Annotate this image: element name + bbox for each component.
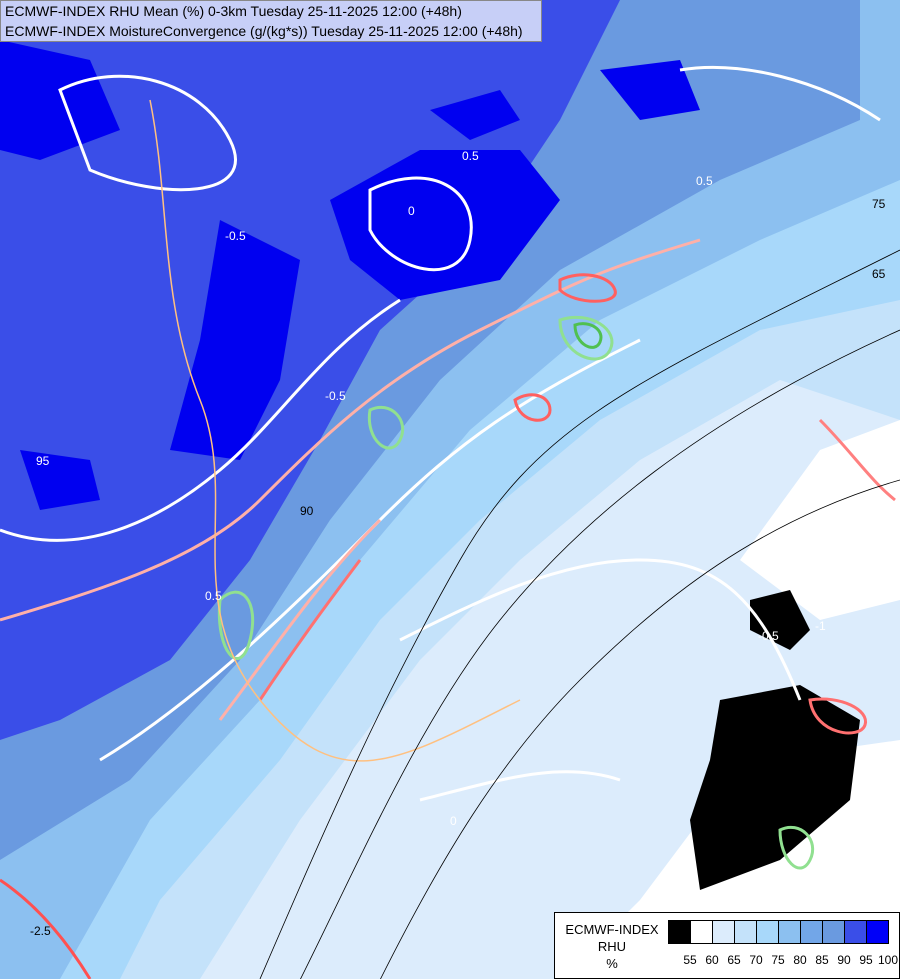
contour-label: -1 [815, 619, 826, 633]
rhu-field-55 [690, 590, 860, 890]
legend-swatch [757, 921, 779, 943]
legend-swatch [669, 921, 691, 943]
legend-swatch [823, 921, 845, 943]
contour-label: 75 [872, 197, 886, 211]
contour-label: -0.5 [758, 629, 779, 643]
contour-label: 0.5 [205, 589, 222, 603]
legend-tick-label: 90 [837, 953, 851, 967]
legend-swatch [801, 921, 823, 943]
legend-title-source: ECMWF-INDEX [565, 922, 659, 937]
legend-swatch [691, 921, 713, 943]
legend-tick-label: 95 [859, 953, 873, 967]
legend-swatch [779, 921, 801, 943]
contour-label: 0 [450, 814, 457, 828]
legend-swatches [668, 920, 889, 944]
legend-tick-label: 85 [815, 953, 829, 967]
legend-tick-label: 70 [749, 953, 763, 967]
legend-title: ECMWF-INDEX RHU % [559, 921, 665, 972]
legend-swatch [845, 921, 867, 943]
legend-tick-label: 65 [727, 953, 741, 967]
contour-label: 0.5 [462, 149, 479, 163]
rhu-field-95 [0, 40, 700, 510]
title-line-moisture-convergence: ECMWF-INDEX MoistureConvergence (g/(kg*s… [5, 23, 523, 39]
contour-label: 90 [300, 504, 314, 518]
legend-unit: % [606, 956, 618, 971]
contour-label: 95 [36, 454, 50, 468]
legend-tick-label: 100 [877, 953, 899, 967]
title-line-rhu: ECMWF-INDEX RHU Mean (%) 0-3km Tuesday 2… [5, 3, 462, 19]
contour-label: 65 [872, 267, 886, 281]
contour-labels: -0.5 0.5 0 -0.5 0.5 0 90 65 75 -0.5 0.5 … [30, 149, 886, 938]
legend-tick-label: 55 [683, 953, 697, 967]
map-title: ECMWF-INDEX RHU Mean (%) 0-3km Tuesday 2… [0, 0, 542, 42]
contour-label: -0.5 [325, 389, 346, 403]
legend-tick-label: 60 [705, 953, 719, 967]
rhu-isolines [259, 249, 900, 979]
legend-title-variable: RHU [597, 939, 627, 954]
legend-swatch [735, 921, 757, 943]
contour-label: 0 [408, 204, 415, 218]
legend-swatch [713, 921, 735, 943]
legend-tick-label: 80 [793, 953, 807, 967]
color-legend: ECMWF-INDEX RHU % 55 60 65 70 75 80 85 90 95 100 [554, 912, 900, 979]
rhu-field-60 [561, 420, 900, 979]
contour-label: -2.5 [30, 924, 51, 938]
legend-tick-label: 75 [771, 953, 785, 967]
legend-swatch [867, 921, 888, 943]
moisture-convergence-contours [0, 66, 896, 979]
contour-label: 0.5 [696, 174, 713, 188]
contour-label: -0.5 [225, 229, 246, 243]
